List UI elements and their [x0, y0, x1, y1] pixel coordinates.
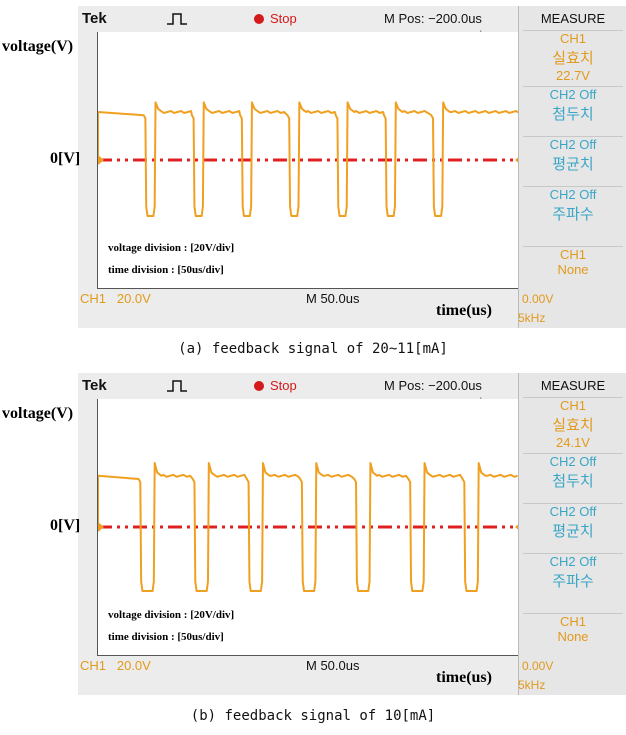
- measure-name: 실효치: [552, 417, 594, 434]
- measure-name: 평균치: [552, 523, 594, 540]
- measure-channel: CH1: [559, 31, 586, 46]
- stop-icon: [254, 381, 264, 391]
- trigger-level: 0.00V: [522, 292, 554, 306]
- y-axis-label: voltage(V): [2, 38, 74, 55]
- figure-caption: (b) feedback signal of 10[mA]: [190, 708, 436, 724]
- measure-channel: CH2 Off: [549, 554, 597, 569]
- ch1-scale: CH1 20.0V: [80, 291, 151, 306]
- ch1-ground-marker: [98, 155, 104, 165]
- measure-item-none[interactable]: CH1 None: [523, 613, 623, 644]
- y-axis-label: voltage(V): [2, 405, 74, 422]
- measure-item-frequency[interactable]: CH2 Off 주파수: [523, 186, 623, 224]
- measure-item-peak[interactable]: CH2 Off 첨두치: [523, 453, 623, 491]
- acquisition-status: Stop: [270, 11, 297, 26]
- measure-name: 실효치: [552, 50, 594, 67]
- measure-channel: CH1: [559, 247, 586, 262]
- trigger-frequency: 5kHz: [518, 678, 546, 692]
- scope-header: Tek Stop M Pos: −200.0us: [78, 373, 518, 397]
- voltage-division-note: voltage division : [20V/div]: [108, 242, 235, 254]
- horizontal-position: M Pos: −200.0us: [384, 378, 482, 393]
- brand-label: Tek: [82, 10, 107, 27]
- ch1-ground-marker: [98, 522, 104, 532]
- zero-level-label: 0[V]: [50, 517, 81, 534]
- measure-title: MEASURE: [540, 378, 606, 393]
- measure-item-peak[interactable]: CH2 Off 첨두치: [523, 86, 623, 124]
- stop-icon: [254, 14, 264, 24]
- waveform-display: [97, 32, 521, 289]
- scope-footer: CH1 20.0V M 50.0us: [78, 291, 518, 311]
- ch1-waveform: [98, 101, 520, 217]
- measure-name: 첨두치: [552, 106, 594, 123]
- measure-sidebar: MEASURE CH1 실효치 22.7V CH2 Off 첨두치 CH2 Of…: [518, 6, 626, 328]
- measure-channel: CH1: [559, 614, 586, 629]
- measure-name: None: [557, 262, 589, 277]
- measure-channel: CH2 Off: [549, 504, 597, 519]
- measure-name: None: [557, 629, 589, 644]
- measure-item-none[interactable]: CH1 None: [523, 246, 623, 277]
- measure-channel: CH1: [559, 398, 586, 413]
- voltage-division-note: voltage division : [20V/div]: [108, 609, 235, 621]
- measure-channel: CH2 Off: [549, 137, 597, 152]
- measure-item-rms[interactable]: CH1 실효치 22.7V: [523, 30, 623, 83]
- x-axis-label: time(us): [436, 302, 492, 319]
- measure-channel: CH2 Off: [549, 187, 597, 202]
- trigger-frequency: 5kHz: [518, 311, 546, 325]
- figure-caption: (a) feedback signal of 20~11[mA]: [178, 341, 448, 357]
- time-division-note: time division : [50us/div]: [108, 631, 224, 643]
- time-division-note: time division : [50us/div]: [108, 264, 224, 276]
- time-scale: M 50.0us: [306, 291, 360, 306]
- measure-channel: CH2 Off: [549, 87, 597, 102]
- scope-footer: CH1 20.0V M 50.0us: [78, 658, 518, 678]
- acquisition-status: Stop: [270, 378, 297, 393]
- ch1-waveform: [98, 462, 518, 592]
- measure-name: 주파수: [552, 206, 594, 223]
- x-axis-label: time(us): [436, 669, 492, 686]
- measure-sidebar: MEASURE CH1 실효치 24.1V CH2 Off 첨두치 CH2 Of…: [518, 373, 626, 695]
- measure-name: 주파수: [552, 573, 594, 590]
- measure-channel: CH2 Off: [549, 454, 597, 469]
- horizontal-position: M Pos: −200.0us: [384, 11, 482, 26]
- measure-title: MEASURE: [540, 11, 606, 26]
- trigger-edge-icon: [167, 13, 187, 25]
- time-scale: M 50.0us: [306, 658, 360, 673]
- ch1-scale: CH1 20.0V: [80, 658, 151, 673]
- measure-item-mean[interactable]: CH2 Off 평균치: [523, 136, 623, 174]
- measure-value: 24.1V: [556, 435, 590, 450]
- measure-item-rms[interactable]: CH1 실효치 24.1V: [523, 397, 623, 450]
- measure-item-frequency[interactable]: CH2 Off 주파수: [523, 553, 623, 591]
- measure-name: 평균치: [552, 156, 594, 173]
- measure-value: 22.7V: [556, 68, 590, 83]
- brand-label: Tek: [82, 377, 107, 394]
- waveform-display: [97, 399, 521, 656]
- measure-item-mean[interactable]: CH2 Off 평균치: [523, 503, 623, 541]
- measure-name: 첨두치: [552, 473, 594, 490]
- trigger-level: 0.00V: [522, 659, 554, 673]
- zero-level-label: 0[V]: [50, 150, 81, 167]
- scope-header: Tek Stop M Pos: −200.0us: [78, 6, 518, 30]
- trigger-edge-icon: [167, 380, 187, 392]
